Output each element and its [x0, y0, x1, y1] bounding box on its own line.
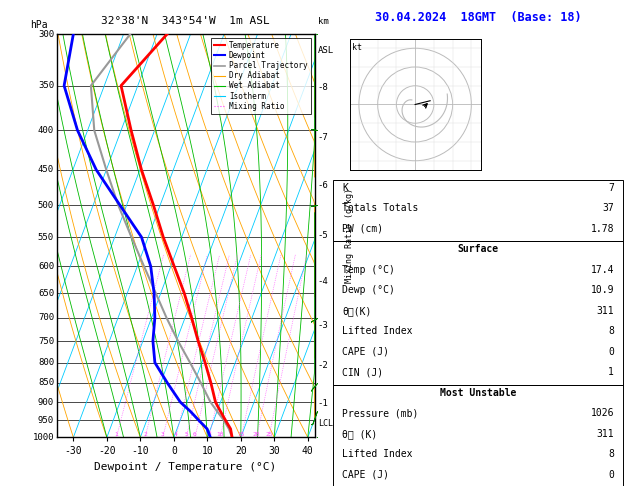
Text: 500: 500 [38, 201, 54, 209]
Text: CIN (J): CIN (J) [342, 367, 383, 377]
Text: Temp (°C): Temp (°C) [342, 265, 395, 275]
Text: 400: 400 [38, 126, 54, 135]
Bar [333, 385, 623, 486]
Text: -1: -1 [318, 399, 328, 408]
Text: 37: 37 [603, 203, 614, 213]
Text: θᴇ(K): θᴇ(K) [342, 306, 372, 316]
Text: -6: -6 [318, 181, 328, 191]
Text: 350: 350 [38, 81, 54, 90]
Text: 750: 750 [38, 336, 54, 346]
Text: 1: 1 [114, 433, 118, 437]
Text: 1026: 1026 [591, 408, 614, 418]
Text: -5: -5 [318, 231, 328, 241]
Text: Lifted Index: Lifted Index [342, 449, 413, 459]
Text: 311: 311 [596, 306, 614, 316]
Bar [333, 241, 623, 385]
Text: CAPE (J): CAPE (J) [342, 469, 389, 480]
Text: 0: 0 [608, 469, 614, 480]
Text: 0: 0 [608, 347, 614, 357]
Text: 700: 700 [38, 313, 54, 322]
Text: 850: 850 [38, 379, 54, 387]
Text: 650: 650 [38, 289, 54, 297]
Text: 550: 550 [38, 233, 54, 242]
Text: 17.4: 17.4 [591, 265, 614, 275]
Text: 6: 6 [193, 433, 197, 437]
Text: K: K [342, 183, 348, 193]
Text: 10: 10 [216, 433, 224, 437]
Text: CAPE (J): CAPE (J) [342, 347, 389, 357]
Text: LCL: LCL [318, 419, 333, 428]
Text: 1.78: 1.78 [591, 224, 614, 234]
Text: -4: -4 [318, 277, 328, 286]
Text: 1000: 1000 [33, 433, 54, 442]
Text: 8: 8 [608, 449, 614, 459]
Text: 10.9: 10.9 [591, 285, 614, 295]
Text: 32°38'N  343°54'W  1m ASL: 32°38'N 343°54'W 1m ASL [101, 16, 270, 26]
Text: -8: -8 [318, 83, 328, 92]
Text: Totals Totals: Totals Totals [342, 203, 418, 213]
Text: Mixing Ratio (g/kg): Mixing Ratio (g/kg) [345, 188, 353, 283]
Text: 311: 311 [596, 429, 614, 439]
Text: 800: 800 [38, 358, 54, 367]
Text: 4: 4 [174, 433, 178, 437]
Text: kt: kt [352, 43, 362, 52]
Text: PW (cm): PW (cm) [342, 224, 383, 234]
Text: 25: 25 [265, 433, 272, 437]
Bar [333, 180, 623, 241]
Text: Lifted Index: Lifted Index [342, 326, 413, 336]
Text: 20: 20 [253, 433, 260, 437]
Text: 1: 1 [608, 367, 614, 377]
Text: hPa: hPa [30, 20, 47, 30]
Text: Most Unstable: Most Unstable [440, 388, 516, 398]
Text: ASL: ASL [318, 46, 334, 55]
Text: km: km [318, 17, 328, 26]
Text: 30.04.2024  18GMT  (Base: 18): 30.04.2024 18GMT (Base: 18) [375, 11, 581, 23]
Text: -7: -7 [318, 133, 328, 141]
Text: 8: 8 [207, 433, 211, 437]
Text: -3: -3 [318, 320, 328, 330]
Text: 7: 7 [608, 183, 614, 193]
Legend: Temperature, Dewpoint, Parcel Trajectory, Dry Adiabat, Wet Adiabat, Isotherm, Mi: Temperature, Dewpoint, Parcel Trajectory… [211, 38, 311, 114]
Text: 5: 5 [184, 433, 188, 437]
Text: 3: 3 [161, 433, 165, 437]
Text: 8: 8 [608, 326, 614, 336]
Text: 600: 600 [38, 262, 54, 271]
Text: Pressure (mb): Pressure (mb) [342, 408, 418, 418]
Text: 900: 900 [38, 398, 54, 407]
Text: Surface: Surface [457, 244, 499, 254]
Text: -2: -2 [318, 362, 328, 370]
Text: θᴇ (K): θᴇ (K) [342, 429, 377, 439]
Text: 950: 950 [38, 416, 54, 425]
Text: 300: 300 [38, 30, 54, 38]
Text: 2: 2 [143, 433, 147, 437]
Text: 450: 450 [38, 165, 54, 174]
X-axis label: Dewpoint / Temperature (°C): Dewpoint / Temperature (°C) [94, 462, 277, 472]
Text: 15: 15 [238, 433, 245, 437]
Text: Dewp (°C): Dewp (°C) [342, 285, 395, 295]
